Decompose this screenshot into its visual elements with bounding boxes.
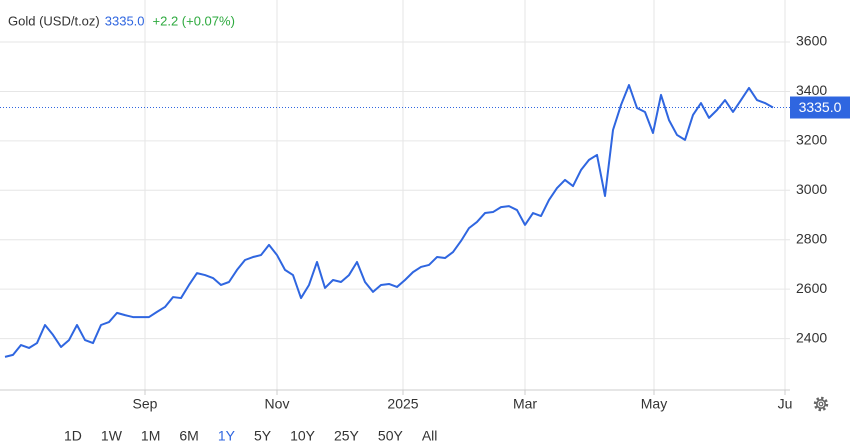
y-tick-label: 3200 (796, 132, 827, 148)
range-button[interactable]: 25Y (334, 428, 360, 444)
price: 3335.0 (105, 13, 145, 28)
y-tick-label: 3600 (796, 33, 827, 49)
y-tick-label: 3000 (796, 181, 827, 197)
price-change: +2.2 (+0.07%) (153, 13, 235, 28)
range-button[interactable]: 1Y (218, 428, 236, 444)
price-line (4, 84, 774, 358)
y-tick-label: 3400 (796, 82, 827, 98)
x-tick-label: May (641, 396, 667, 412)
y-tick-label: 2800 (796, 230, 827, 246)
range-button[interactable]: 50Y (378, 428, 404, 444)
x-tick-label: Sep (133, 396, 158, 412)
y-tick-label: 2400 (796, 329, 827, 345)
settings-icon[interactable] (813, 396, 829, 412)
last-price-tag (790, 96, 850, 119)
range-button[interactable]: 5Y (254, 428, 272, 444)
header: Gold (USD/t.oz) 3335.0 +2.2 (+0.07%) (8, 13, 235, 28)
range-button[interactable]: All (422, 428, 438, 444)
x-tick-label: Ju (778, 396, 793, 412)
range-button[interactable]: 1M (141, 428, 160, 444)
last-price-label: 3335.0 (799, 99, 842, 115)
x-tick-label: Mar (513, 396, 537, 412)
range-button[interactable]: 1W (101, 428, 123, 444)
grid (0, 0, 790, 390)
x-tick-label: 2025 (387, 396, 418, 412)
chart-title: Gold (USD/t.oz) (8, 13, 100, 28)
range-button[interactable]: 6M (179, 428, 198, 444)
range-button[interactable]: 1D (64, 428, 82, 444)
y-tick-label: 2600 (796, 280, 827, 296)
range-button[interactable]: 10Y (290, 428, 316, 444)
x-tick-label: Nov (265, 396, 290, 412)
